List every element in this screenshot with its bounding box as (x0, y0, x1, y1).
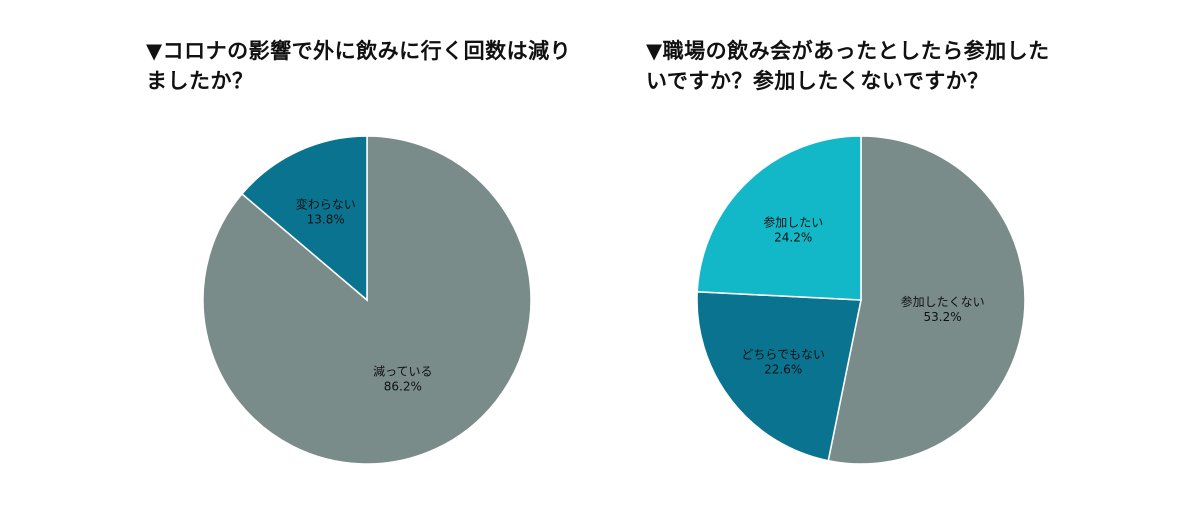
slice-value-label: 24.2% (774, 231, 812, 245)
pie-slice-1 (240, 135, 368, 302)
pie-chart-work-party: ▼職場の飲み会があったとしたら参加したいですか？参加したくないですか？ 参加した… (600, 0, 1200, 511)
slice-category-label: 変わらない (296, 197, 356, 212)
slice-category-label: 参加したい (763, 215, 823, 230)
pie-slice-0 (827, 135, 1026, 465)
slice-category-label: 参加したくない (901, 294, 985, 309)
slice-value-label: 86.2% (384, 379, 422, 393)
slice-category-label: どちらでもない (741, 347, 825, 361)
slice-value-label: 22.6% (764, 362, 802, 376)
slice-category-label: 減っている (373, 363, 432, 378)
chart-title: ▼職場の飲み会があったとしたら参加したいですか？参加したくないですか？ (646, 39, 1050, 93)
pie-chart-drinking-out: ▼コロナの影響で外に飲みに行く回数は減りましたか？ 減っている 86.2% 変わらな… (146, 39, 572, 465)
slice-value-label: 53.2% (924, 310, 962, 324)
slice-value-label: 13.8% (307, 213, 345, 227)
pie-slice-1 (696, 290, 862, 462)
chart-title: ▼コロナの影響で外に飲みに行く回数は減りましたか？ (146, 39, 572, 93)
pie-slice-2 (696, 135, 862, 301)
